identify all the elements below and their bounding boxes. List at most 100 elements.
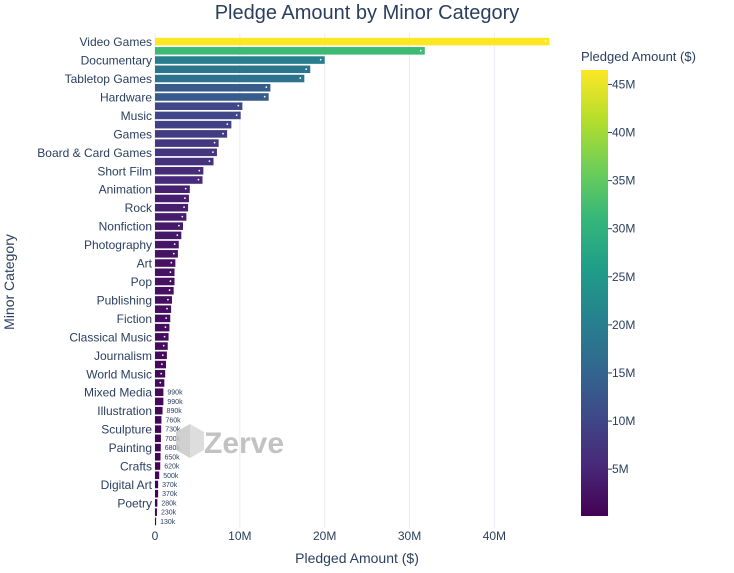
category-label: Board & Card Games (37, 146, 152, 160)
bar (155, 74, 305, 83)
bar (155, 499, 158, 507)
category-label: Sculpture (101, 423, 152, 437)
bar (155, 194, 189, 203)
bar (155, 203, 189, 212)
watermark: Zerve (176, 424, 284, 460)
category-label: Classical Music (69, 330, 152, 344)
bar (155, 388, 164, 396)
bar (155, 462, 161, 470)
bar-inside-label: • (237, 104, 239, 110)
colorbar-gradient (581, 70, 608, 516)
category-label: Documentary (81, 54, 152, 68)
colorbar-tick-label: 10M (612, 414, 635, 428)
bar (155, 231, 182, 240)
category-label: Photography (84, 238, 152, 252)
bar-inside-label: • (166, 307, 168, 313)
bar (155, 314, 171, 323)
category-label: Games (113, 127, 152, 141)
bar-value-label: 680k (165, 445, 181, 452)
bar-inside-label: • (169, 280, 171, 286)
bar (155, 56, 325, 64)
bar (155, 240, 179, 249)
x-tick-labels: 0 10M 20M 30M 40M (152, 529, 506, 543)
colorbar-tick-label: 35M (612, 174, 635, 188)
bar (155, 167, 204, 175)
bar (155, 148, 217, 157)
bar-inside-label: • (163, 335, 165, 341)
zerve-logo-icon (176, 424, 204, 458)
bar-inside-label: • (544, 40, 546, 46)
bar (155, 369, 166, 378)
bar-inside-label: • (176, 233, 178, 239)
bar (155, 120, 232, 129)
bar (155, 453, 161, 461)
bar (155, 434, 161, 443)
bar (155, 379, 165, 387)
category-label: Poetry (117, 496, 152, 510)
x-tick-label: 0 (152, 529, 159, 543)
bar (155, 268, 175, 277)
colorbar-tick-label: 30M (612, 222, 635, 236)
bar (155, 139, 219, 147)
bar (155, 489, 159, 498)
colorbar-title: Pledged Amount ($) (581, 49, 696, 64)
bar-inside-label: • (159, 381, 161, 387)
colorbar-tick-label: 15M (612, 366, 635, 380)
colorbar-ticks: 5M 10M 15M 20M 25M 30M 35M 40M 45M (608, 77, 635, 476)
bar (155, 517, 157, 526)
bars (155, 37, 550, 526)
bar (155, 480, 159, 489)
bar-inside-label: • (161, 363, 163, 369)
bar (155, 508, 157, 516)
bar (155, 102, 243, 110)
bar-value-label: 730k (165, 427, 181, 434)
bar (155, 416, 162, 424)
bar-inside-label: • (265, 86, 267, 92)
bar-inside-label: • (170, 261, 172, 267)
bar-inside-label: • (169, 270, 171, 276)
bar-value-label: 500k (163, 473, 179, 480)
category-label: Art (137, 257, 153, 271)
category-label: Video Games (80, 35, 153, 49)
bar-inside-label: • (185, 187, 187, 193)
category-label: World Music (86, 367, 152, 381)
bar-inside-label: • (167, 298, 169, 304)
bar-inside-label: • (174, 243, 176, 249)
bar-value-label: 650k (165, 454, 181, 461)
bar-inside-label: • (165, 316, 167, 322)
category-label: Fiction (117, 312, 152, 326)
bar (155, 185, 190, 194)
category-label: Music (121, 109, 152, 123)
bar-inside-label: • (236, 113, 238, 119)
bar-inside-label: • (198, 169, 200, 175)
bar (155, 47, 425, 55)
bar-inside-label: • (226, 123, 228, 129)
bar (155, 37, 550, 46)
bar-value-label: 990k (167, 399, 183, 406)
colorbar-tick-label: 5M (612, 462, 629, 476)
bar (155, 397, 164, 406)
bar (155, 176, 203, 184)
bar (155, 323, 170, 332)
bar-labels: ••••••••••••••••••••••••••••••••••••••99… (159, 40, 546, 526)
bar (155, 222, 183, 230)
bar-inside-label: • (181, 215, 183, 221)
x-tick-label: 30M (398, 529, 421, 543)
bar-inside-label: • (173, 252, 175, 258)
bar-inside-label: • (214, 141, 216, 147)
bar-inside-label: • (208, 160, 210, 166)
category-label: Rock (125, 201, 153, 215)
bar (155, 443, 161, 452)
bar-inside-label: • (164, 326, 166, 332)
bar (155, 157, 214, 166)
category-label: Animation (99, 183, 152, 197)
category-label: Digital Art (101, 478, 153, 492)
bar-inside-label: • (162, 353, 164, 359)
bar (155, 305, 172, 313)
colorbar-tick-label: 25M (612, 270, 635, 284)
y-axis-title: Minor Category (1, 234, 17, 330)
colorbar-tick-label: 20M (612, 318, 635, 332)
category-label: Crafts (120, 460, 152, 474)
bar-inside-label: • (160, 372, 162, 378)
x-axis-title: Pledged Amount ($) (295, 550, 419, 566)
